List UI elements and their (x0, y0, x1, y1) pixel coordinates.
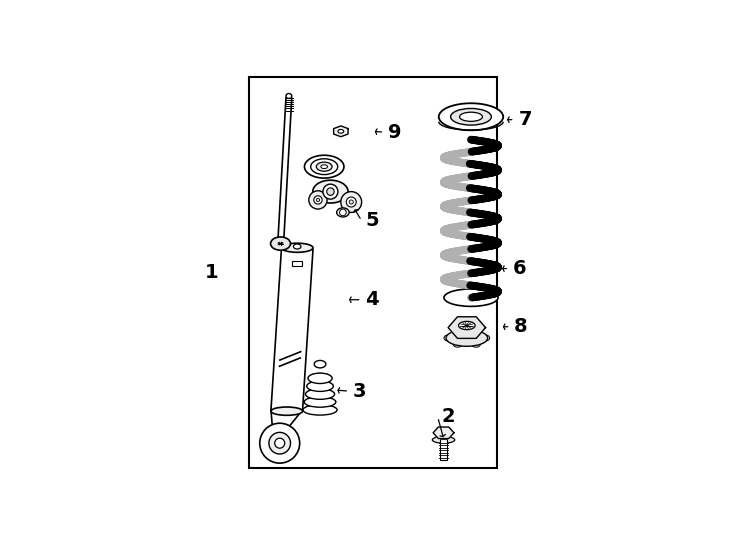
Ellipse shape (459, 112, 482, 122)
Text: 9: 9 (388, 123, 401, 141)
Circle shape (269, 433, 291, 454)
Text: 7: 7 (518, 110, 531, 129)
Circle shape (323, 184, 338, 199)
Circle shape (309, 191, 327, 209)
Circle shape (275, 438, 285, 448)
Polygon shape (334, 126, 348, 137)
Ellipse shape (446, 329, 487, 346)
Polygon shape (433, 427, 454, 438)
Text: 6: 6 (513, 259, 526, 278)
Ellipse shape (286, 93, 292, 98)
Ellipse shape (321, 165, 327, 168)
Ellipse shape (444, 289, 498, 306)
Ellipse shape (308, 373, 332, 383)
Ellipse shape (313, 180, 348, 203)
Circle shape (260, 423, 299, 463)
Circle shape (316, 198, 319, 201)
Ellipse shape (453, 341, 462, 347)
Ellipse shape (481, 335, 490, 341)
Circle shape (327, 188, 334, 195)
Text: 1: 1 (205, 263, 219, 282)
Circle shape (341, 192, 362, 212)
Text: 2: 2 (441, 408, 455, 427)
Ellipse shape (310, 159, 338, 174)
Ellipse shape (314, 360, 326, 368)
Bar (440, 440, 447, 460)
Ellipse shape (303, 404, 337, 415)
Ellipse shape (444, 335, 453, 341)
Ellipse shape (281, 243, 313, 252)
Text: 4: 4 (366, 290, 379, 309)
Ellipse shape (471, 341, 481, 347)
Ellipse shape (307, 381, 333, 391)
Circle shape (346, 197, 356, 207)
Ellipse shape (439, 103, 504, 130)
Ellipse shape (294, 244, 301, 249)
Circle shape (349, 200, 353, 204)
Bar (250, 77, 497, 468)
Ellipse shape (453, 329, 462, 335)
Ellipse shape (304, 397, 336, 407)
Text: 5: 5 (366, 211, 379, 230)
Text: 3: 3 (353, 382, 366, 401)
Ellipse shape (305, 155, 344, 178)
Ellipse shape (451, 109, 491, 125)
Circle shape (314, 196, 322, 204)
Ellipse shape (338, 130, 344, 133)
Circle shape (340, 209, 346, 216)
Ellipse shape (471, 329, 481, 335)
Ellipse shape (316, 162, 332, 171)
Bar (292, 261, 302, 266)
Polygon shape (448, 317, 485, 339)
Ellipse shape (459, 321, 475, 329)
Polygon shape (271, 250, 313, 410)
Ellipse shape (271, 237, 291, 250)
Ellipse shape (432, 436, 455, 443)
Ellipse shape (305, 389, 335, 399)
Ellipse shape (337, 208, 349, 217)
Text: 8: 8 (514, 318, 528, 336)
Ellipse shape (271, 407, 302, 415)
